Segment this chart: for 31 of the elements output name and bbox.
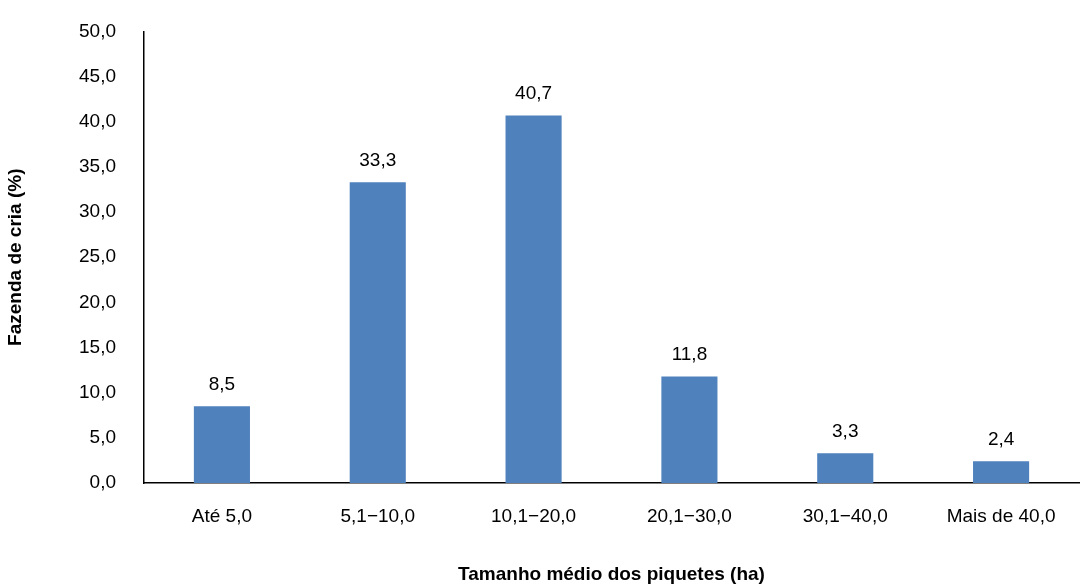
x-tick-label: Mais de 40,0: [946, 504, 1056, 526]
y-tick-label: 40,0: [79, 109, 116, 131]
bar: [193, 406, 250, 483]
bar: [505, 115, 562, 483]
bar: [349, 182, 406, 483]
y-tick-label: 45,0: [79, 64, 116, 86]
y-tick-label: 0,0: [89, 471, 116, 493]
x-axis-title: Tamanho médio dos piquetes (ha): [458, 562, 765, 584]
y-tick-label: 25,0: [79, 245, 116, 267]
y-tick-label: 50,0: [79, 19, 116, 41]
x-tick-label: 20,1−30,0: [646, 504, 732, 526]
data-label: 33,3: [359, 148, 397, 170]
y-tick-label: 30,0: [79, 200, 116, 222]
data-label: 11,8: [671, 343, 708, 365]
y-tick-label: 5,0: [89, 426, 116, 448]
y-tick-label: 20,0: [79, 290, 116, 312]
x-tick-label: Até 5,0: [191, 504, 253, 526]
data-label: 2,4: [987, 428, 1015, 450]
bar: [817, 453, 874, 483]
y-tick-label: 10,0: [79, 380, 116, 402]
data-label: 8,5: [208, 372, 236, 394]
data-label: 3,3: [832, 419, 859, 441]
bar: [973, 461, 1030, 483]
x-tick-label: 5,1−10,0: [340, 504, 415, 526]
y-tick-label: 15,0: [79, 335, 116, 357]
y-axis-title: Fazenda de cria (%): [3, 168, 25, 346]
data-label: 40,7: [515, 82, 553, 104]
x-tick-label: 10,1−20,0: [491, 504, 577, 526]
y-tick-label: 35,0: [79, 155, 116, 177]
x-tick-label: 30,1−40,0: [802, 504, 888, 526]
bar: [661, 376, 718, 483]
